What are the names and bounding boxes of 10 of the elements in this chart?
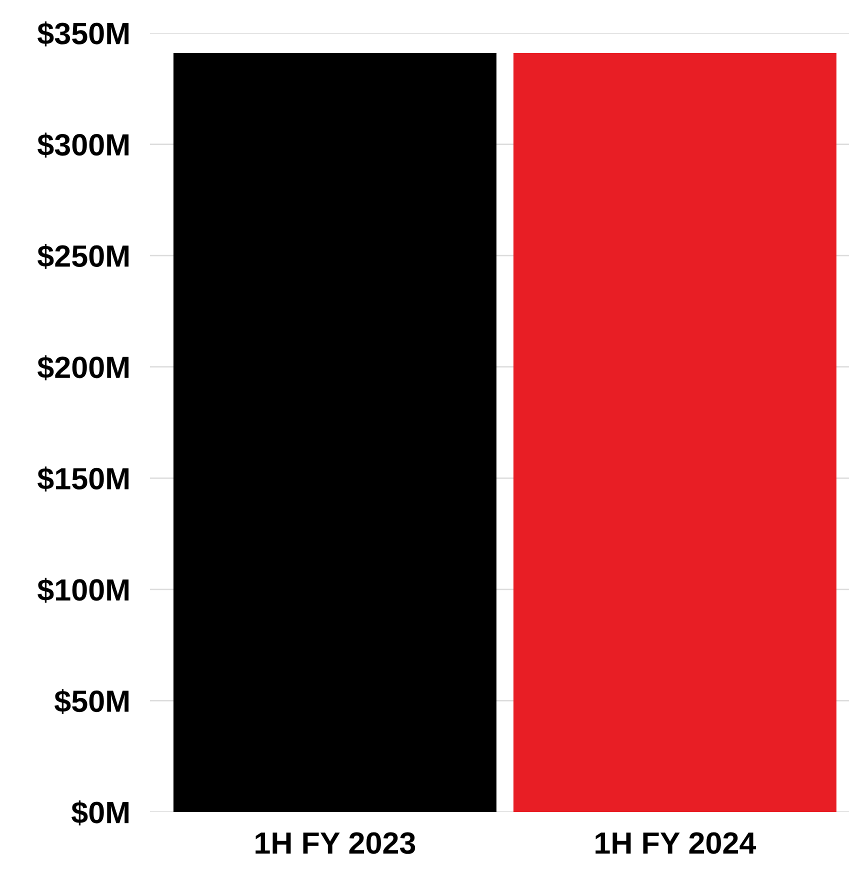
- x-tick-label: 1H FY 2024: [596, 832, 756, 854]
- y-tick-label: $150M: [38, 466, 129, 492]
- y-tick-label: $0M: [72, 800, 129, 826]
- y-tick-label: $200M: [38, 355, 129, 380]
- y-tick-label: $300M: [38, 132, 129, 158]
- y-tick-label: $100M: [38, 578, 129, 603]
- x-tick-label: 1H FY 2023: [256, 832, 416, 854]
- y-tick-label: $350M: [38, 21, 129, 46]
- y-tick-label: $50M: [54, 689, 129, 714]
- y-tick-label: $250M: [38, 244, 129, 269]
